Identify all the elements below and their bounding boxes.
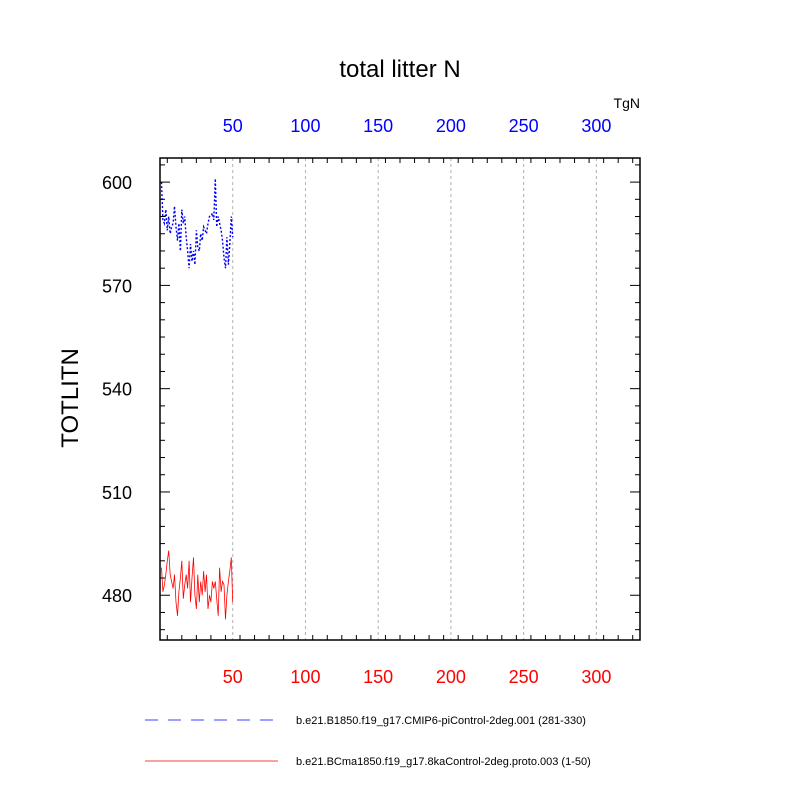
legend: b.e21.B1850.f19_g17.CMIP6-piControl-2deg…: [145, 715, 591, 768]
series-line-2: [161, 550, 234, 620]
y-tick-label: 600: [102, 173, 132, 193]
units-label: TgN: [614, 95, 640, 111]
legend-label-1: b.e21.B1850.f19_g17.CMIP6-piControl-2deg…: [296, 715, 586, 727]
x-tick-label-top: 100: [290, 116, 320, 136]
legend-label-2: b.e21.BCma1850.f19_g17.8kaControl-2deg.p…: [296, 756, 591, 768]
x-tick-label-bottom: 300: [581, 667, 611, 687]
y-tick-label: 540: [102, 380, 132, 400]
x-tick-label-bottom: 50: [223, 667, 243, 687]
plot-series: [160, 178, 234, 620]
x-tick-label-top: 200: [436, 116, 466, 136]
y-tick-label: 510: [102, 483, 132, 503]
y-axis-label: TOTLITN: [57, 348, 84, 448]
x-tick-label-bottom: 150: [363, 667, 393, 687]
x-tick-label-top: 50: [223, 116, 243, 136]
x-tick-label-bottom: 100: [290, 667, 320, 687]
x-tick-label-top: 150: [363, 116, 393, 136]
x-tick-label-bottom: 200: [436, 667, 466, 687]
grid-lines: [232, 158, 597, 640]
chart-title: total litter N: [339, 56, 460, 83]
y-tick-label: 480: [102, 586, 132, 606]
x-tick-label-top: 300: [581, 116, 611, 136]
x-tick-label-top: 250: [509, 116, 539, 136]
series-line-1: [160, 178, 234, 269]
x-tick-label-bottom: 250: [509, 667, 539, 687]
y-tick-label: 570: [102, 276, 132, 296]
axis-ticks: 50 50 100 100 150 150 200 200 250 250 300 300 480 510…: [102, 116, 640, 687]
